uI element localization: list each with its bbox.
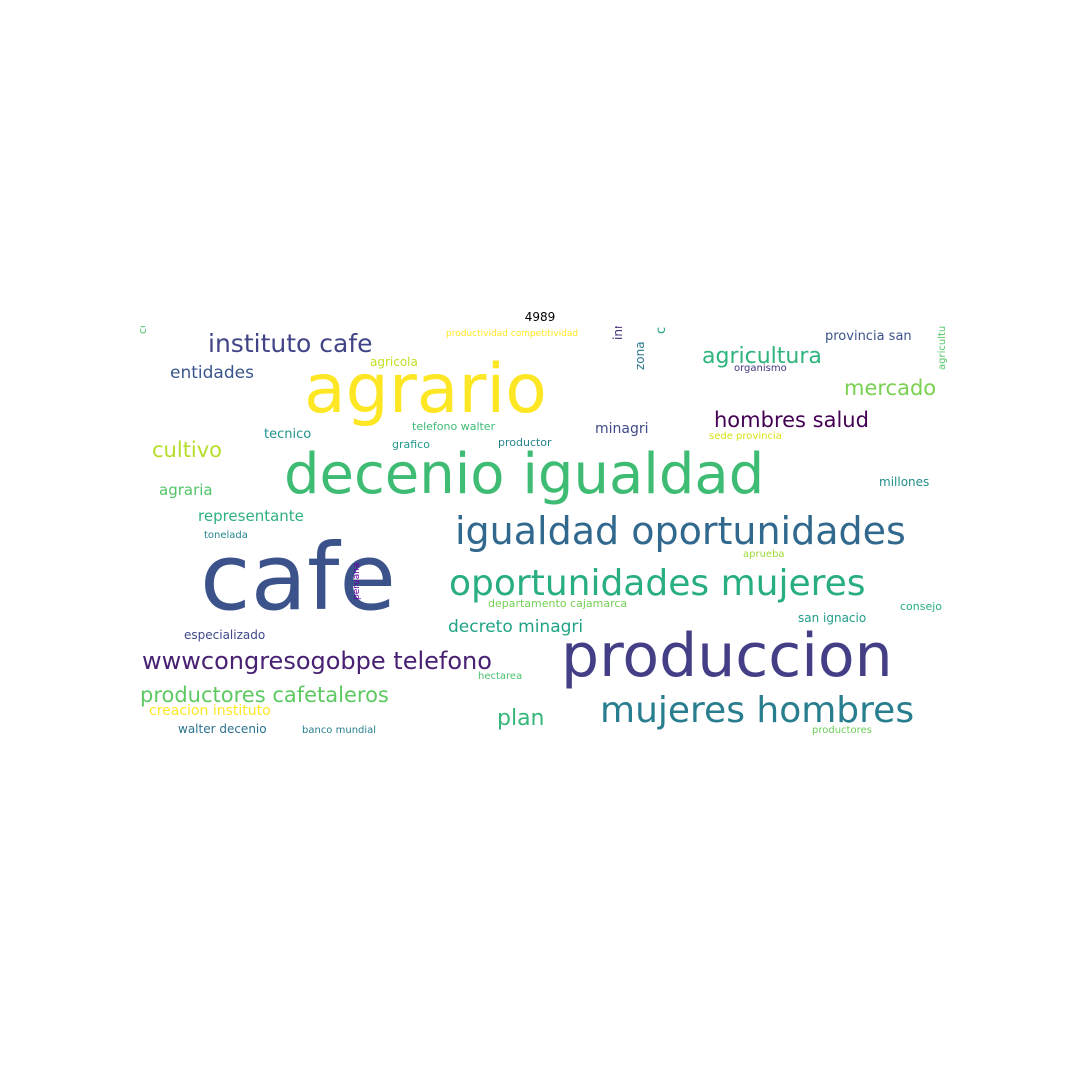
word-innovacion: innovacion <box>611 326 625 340</box>
word-plan: plan <box>497 706 545 731</box>
figure-title: 4989 <box>524 310 556 324</box>
word-igualdad-oportunidades: igualdad oportunidades <box>455 509 906 553</box>
word-millones: millones <box>879 475 930 489</box>
word-competencia: competencia <box>138 326 149 334</box>
word-sede-provincia: sede provincia <box>709 431 782 442</box>
word-decreto-minagri: decreto minagri <box>448 617 584 637</box>
word-zona: zona <box>633 341 647 370</box>
word-aprueba: aprueba <box>743 549 785 560</box>
word-cloud: cafe agrario decenio igualdad produccion… <box>138 326 964 744</box>
word-representante: representante <box>198 507 304 525</box>
word-organismo: organismo <box>734 363 787 374</box>
word-entidades: entidades <box>170 363 254 383</box>
word-minagri: minagri <box>595 421 649 437</box>
word-tonelada: tonelada <box>204 530 248 541</box>
word-walter-decenio: walter decenio <box>178 722 267 736</box>
word-san-ignacio: san ignacio <box>798 611 867 625</box>
word-oportunidades-mujeres: oportunidades mujeres <box>449 563 866 604</box>
word-produccion: produccion <box>561 621 893 691</box>
word-provincia-san: provincia san <box>825 329 912 344</box>
word-agricultura-riego: agricultura riego <box>937 326 948 370</box>
word-hectarea: hectarea <box>478 671 523 682</box>
word-cultivo: cultivo <box>152 438 223 462</box>
word-consejo: consejo <box>900 600 943 613</box>
word-departamento-cajamarca: departamento cajamarca <box>488 597 628 610</box>
word-creacion-instituto: creacion instituto <box>149 703 271 719</box>
word-instituto-cafe: instituto cafe <box>208 329 373 358</box>
word-mercado: mercado <box>844 376 937 400</box>
word-cadena-valor: cadena valor <box>654 326 669 334</box>
word-agrario: agrario <box>304 350 547 429</box>
word-wwwcongresogobpe-telefono: wwwcongresogobpe telefono <box>142 647 492 675</box>
word-cafe: cafe <box>200 524 396 631</box>
word-banco-mundial: banco mundial <box>302 725 377 736</box>
word-agraria: agraria <box>159 481 213 499</box>
word-productores: productores <box>812 725 872 736</box>
word-productores-cafetaleros: productores cafetaleros <box>140 683 389 707</box>
word-productividad-competitividad: productividad competitividad <box>446 329 579 339</box>
word-decenio-igualdad: decenio igualdad <box>284 442 765 507</box>
word-telefono-walter: telefono walter <box>412 420 496 433</box>
word-grafico: grafico <box>392 438 430 451</box>
word-hombres-salud: hombres salud <box>714 408 869 432</box>
word-peruana: peruana <box>352 562 362 600</box>
word-agricola: agricola <box>370 355 418 369</box>
word-mujeres-hombres: mujeres hombres <box>600 690 915 731</box>
word-agricultura: agricultura <box>702 344 822 369</box>
word-especializado: especializado <box>184 628 266 642</box>
word-tecnico: tecnico <box>264 427 312 442</box>
word-productor: productor <box>498 436 552 449</box>
